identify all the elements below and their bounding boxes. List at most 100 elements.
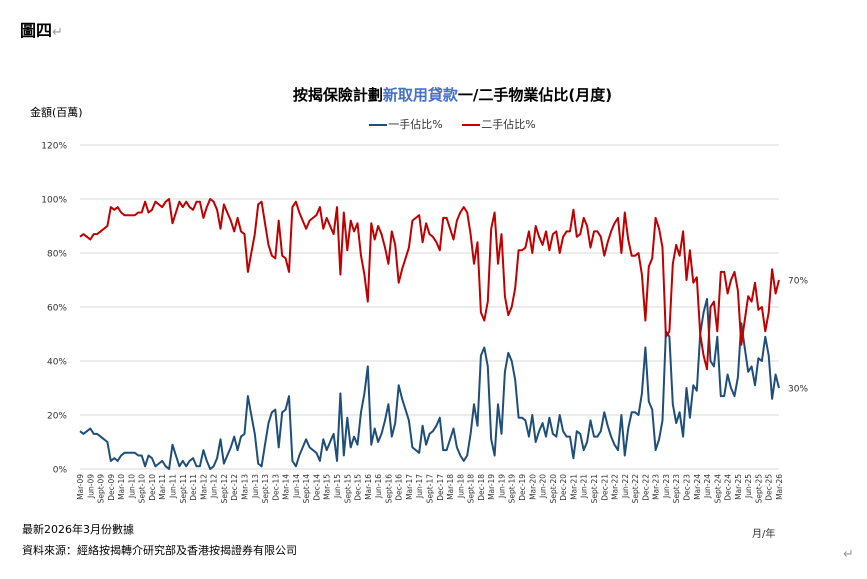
y-tick-label: 60% — [47, 304, 67, 314]
x-tick-label: Jun-13 — [251, 474, 260, 499]
x-tick-label: Jun-09 — [86, 474, 95, 499]
x-tick-label: Sept-25 — [754, 474, 763, 504]
x-tick-label: Sept-11 — [179, 474, 188, 504]
x-tick-label: Sept-15 — [343, 474, 352, 504]
x-tick-label: Mar-25 — [734, 474, 743, 500]
y-tick-label: 80% — [47, 250, 67, 260]
title-part-1: 按揭保險計劃 — [292, 86, 383, 104]
x-tick-label: Mar-19 — [487, 474, 496, 500]
x-tick-label: Dec-21 — [600, 474, 609, 501]
y-tick-label: 40% — [47, 358, 67, 368]
x-tick-label: Jun-24 — [703, 474, 712, 499]
x-tick-label: Sept-17 — [426, 474, 435, 504]
x-tick-label: Sept-19 — [508, 474, 517, 504]
x-tick-label: Jun-18 — [456, 474, 465, 499]
x-tick-label: Mar-18 — [446, 474, 455, 500]
x-tick-label: Mar-20 — [528, 474, 537, 500]
series-line-first-hand — [79, 297, 780, 470]
x-tick-label: Mar-23 — [652, 474, 661, 500]
title-part-2-highlight: 新取用貸款 — [382, 86, 458, 104]
x-tick-label: Sept-13 — [261, 474, 270, 504]
x-tick-label: Dec-19 — [518, 474, 527, 501]
x-tick-label: Mar-24 — [693, 474, 702, 500]
x-tick-label: Sept-10 — [138, 474, 147, 504]
x-tick-label: Mar-22 — [611, 474, 620, 500]
x-tick-label: Dec-17 — [436, 474, 445, 501]
x-tick-label: Jun-10 — [127, 474, 136, 499]
x-tick-label: Jun-12 — [210, 474, 219, 499]
legend-item-second-hand: 二手佔比% — [462, 116, 536, 132]
x-tick-label: Dec-22 — [641, 474, 650, 501]
x-tick-label: Dec-15 — [354, 474, 363, 501]
x-tick-label: Dec-20 — [559, 474, 568, 501]
x-tick-label: Mar-26 — [775, 474, 784, 500]
x-tick-label: Mar-17 — [405, 474, 414, 500]
x-tick-label: Dec-18 — [477, 474, 486, 501]
x-tick-label: Mar-13 — [240, 474, 249, 500]
figure-label: 圖四↵ — [20, 17, 63, 41]
x-tick-label: Dec-12 — [230, 474, 239, 501]
x-tick-label: Sept-09 — [97, 474, 106, 504]
x-tick-label: Dec-10 — [148, 474, 157, 501]
x-tick-label: Dec-24 — [724, 474, 733, 501]
title-part-3: 一/二手物業佔比(月度) — [457, 86, 613, 104]
y-tick-label: 0% — [53, 466, 68, 476]
end-value-label: 30% — [788, 385, 808, 395]
x-tick-label: Sept-23 — [672, 474, 681, 504]
y-tick-label: 100% — [41, 196, 67, 206]
x-tick-label: Jun-25 — [744, 474, 753, 499]
x-tick-label: Dec-14 — [312, 474, 321, 501]
x-tick-label: Sept-22 — [631, 474, 640, 504]
x-tick-label: Sept-24 — [713, 474, 722, 504]
x-tick-label: Mar-11 — [158, 474, 167, 500]
x-tick-label: Jun-16 — [374, 474, 383, 499]
legend: 一手佔比% 二手佔比% — [0, 116, 867, 132]
legend-item-first-hand: 一手佔比% — [369, 116, 443, 132]
x-tick-label: Sept-21 — [590, 474, 599, 504]
source-note: 資料來源：經絡按揭轉介研究部及香港按揭證券有限公司 — [22, 544, 297, 557]
x-tick-label: Sept-16 — [384, 474, 393, 504]
x-tick-label: Sept-12 — [220, 474, 229, 504]
x-tick-label: Dec-09 — [107, 474, 116, 501]
x-tick-label: Dec-25 — [765, 474, 774, 501]
x-tick-label: Sept-18 — [467, 474, 476, 504]
x-tick-label: Mar-09 — [76, 474, 85, 500]
x-tick-label: Mar-12 — [199, 474, 208, 500]
x-tick-label: Jun-21 — [580, 474, 589, 499]
x-tick-label: Jun-23 — [662, 474, 671, 499]
x-tick-label: Mar-15 — [323, 474, 332, 500]
x-tick-label: Jun-17 — [415, 474, 424, 499]
paragraph-mark: ↵ — [843, 547, 854, 562]
legend-label-second-hand: 二手佔比% — [481, 118, 536, 131]
x-tick-label: Jun-14 — [292, 474, 301, 499]
x-tick-label: Jun-15 — [333, 474, 342, 499]
x-axis-unit-label: 月/年 — [752, 529, 776, 540]
paragraph-mark: ↵ — [52, 25, 63, 40]
x-tick-label: Dec-16 — [395, 474, 404, 501]
series-line-second-hand — [79, 198, 780, 371]
y-axis-unit-label: 金額(百萬) — [30, 106, 83, 119]
x-tick-label: Sept-14 — [302, 474, 311, 504]
y-tick-label: 20% — [47, 412, 67, 422]
x-tick-label: Jun-22 — [621, 474, 630, 499]
figure-label-text: 圖四 — [20, 21, 53, 40]
legend-swatch-second-hand — [462, 124, 481, 126]
x-tick-label: Jun-20 — [539, 474, 548, 499]
x-tick-label: Mar-14 — [282, 474, 291, 500]
x-tick-label: Dec-23 — [682, 474, 691, 501]
x-tick-label: Mar-21 — [569, 474, 578, 500]
legend-swatch-first-hand — [369, 124, 388, 126]
x-tick-label: Jun-19 — [497, 474, 506, 499]
x-tick-label: Sept-20 — [549, 474, 558, 504]
end-value-label: 70% — [788, 277, 808, 287]
chart-title: 按揭保險計劃新取用貸款一/二手物業佔比(月度) — [0, 84, 867, 105]
data-note: 最新2026年3月份數據 — [22, 523, 134, 536]
x-tick-label: Mar-10 — [117, 474, 126, 500]
x-tick-label: Dec-11 — [189, 474, 198, 501]
x-tick-label: Dec-13 — [271, 474, 280, 501]
x-tick-label: Jun-11 — [169, 474, 178, 499]
x-tick-label: Mar-16 — [364, 474, 373, 500]
legend-label-first-hand: 一手佔比% — [388, 118, 443, 131]
y-tick-label: 120% — [41, 142, 67, 152]
